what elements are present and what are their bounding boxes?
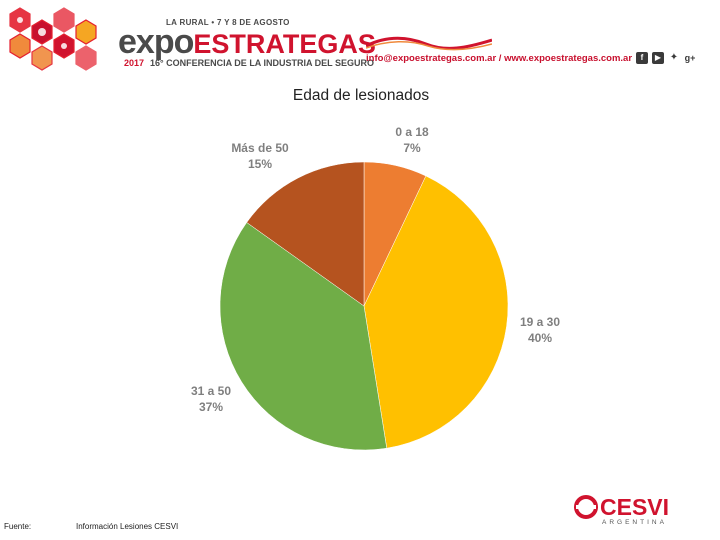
svg-text:ARGENTINA: ARGENTINA: [602, 519, 667, 526]
brand-part-expo: expo: [118, 23, 194, 61]
expoestrategas-logo: LA RURAL • 7 Y 8 DE AGOSTO expoESTRATEGA…: [118, 18, 376, 74]
brand-part-estrategas: ESTRATEGAS: [193, 29, 376, 59]
pie-slices: [219, 161, 509, 451]
chart-title: Edad de lesionados: [293, 87, 429, 104]
slice-value-label: 7%: [403, 141, 421, 155]
svg-text:CESVI: CESVI: [600, 494, 669, 520]
pie-slice-2: [219, 222, 388, 451]
brand-subtitle: 2017 16° CONFERENCIA DE LA INDUSTRIA DEL …: [124, 58, 374, 68]
pie-slice-1: [363, 175, 509, 449]
slice-value-label: 37%: [199, 400, 223, 414]
cesvi-logo: CESVI ARGENTINA: [574, 494, 669, 526]
slice-value-label: 40%: [528, 331, 552, 345]
source-label: Fuente:: [4, 522, 32, 531]
slice-labels: 0 a 18 7% 19 a 30 40% 31 a 50 37% Más de 50 15%: [191, 125, 560, 414]
wave-decoration: [366, 36, 492, 51]
facebook-icon[interactable]: f: [636, 52, 648, 64]
social-icons: f ▶ ✦ g+: [636, 52, 696, 64]
conference-name: 16° CONFERENCIA DE LA INDUSTRIA DEL SEGU…: [150, 58, 374, 68]
twitter-icon[interactable]: ✦: [669, 52, 679, 63]
hexagon-pattern-decoration: [0, 0, 108, 78]
slice-category-label: Más de 50: [231, 141, 289, 155]
source-text: Información Lesiones CESVI: [76, 522, 179, 531]
brand-name: expoESTRATEGAS: [118, 24, 376, 62]
slice-category-label: 0 a 18: [395, 125, 429, 139]
contact-line: info@expoestrategas.com.ar / www.expoest…: [366, 53, 633, 64]
event-year: 2017: [124, 58, 145, 68]
event-tagline: LA RURAL • 7 Y 8 DE AGOSTO: [166, 18, 290, 27]
pie-slice-3: [246, 161, 365, 307]
slice-category-label: 19 a 30: [520, 315, 560, 329]
youtube-icon[interactable]: ▶: [652, 52, 664, 64]
slice-value-label: 15%: [248, 157, 272, 171]
header-banner: LA RURAL • 7 Y 8 DE AGOSTO expoESTRATEGA…: [0, 0, 720, 78]
slice-category-label: 31 a 50: [191, 384, 231, 398]
google-plus-icon[interactable]: g+: [684, 53, 696, 63]
